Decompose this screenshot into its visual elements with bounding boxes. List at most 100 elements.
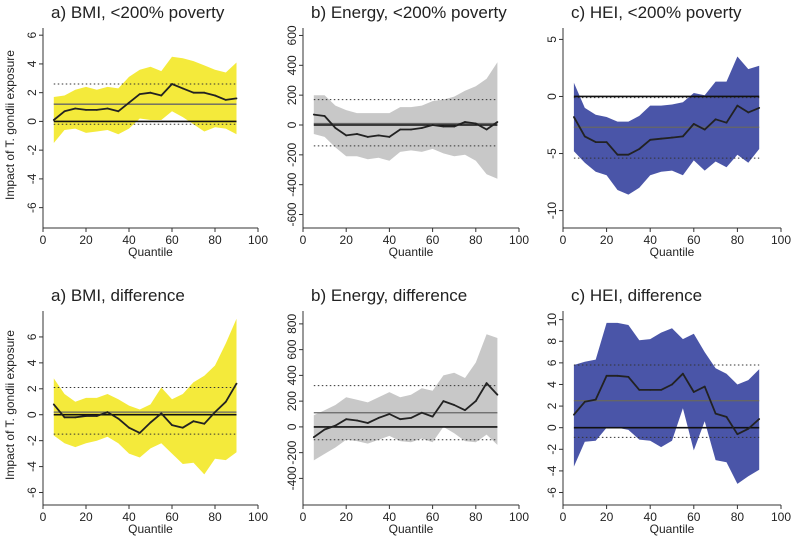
estimate-point (474, 122, 477, 125)
x-axis-label: Quantile (389, 522, 434, 536)
chart-title: b) Energy, <200% poverty (311, 3, 507, 22)
x-tick-label: 40 (383, 233, 397, 247)
estimate-point (235, 382, 238, 385)
estimate-point (638, 148, 641, 150)
confidence-band (313, 334, 498, 461)
estimate-point (128, 101, 130, 104)
estimate-point (573, 116, 575, 118)
estimate-point (63, 110, 66, 113)
estimate-point (160, 94, 163, 97)
y-tick-label: -4 (25, 173, 39, 184)
chart-energy-difference: b) Energy, difference-400-20002004006008… (285, 286, 529, 536)
chart-energy-poverty: b) Energy, <200% poverty-600-400-2000200… (285, 3, 529, 259)
chart-title: a) BMI, <200% poverty (51, 3, 225, 22)
x-tick-label: 60 (165, 233, 179, 247)
y-axis-label: Impact of T. gondii exposure (3, 330, 17, 480)
estimate-point (703, 385, 706, 388)
estimate-point (203, 422, 206, 425)
y-tick-label: 6 (545, 359, 559, 366)
estimate-point (74, 107, 77, 110)
y-tick-label: 0 (25, 118, 39, 125)
estimate-point (377, 134, 380, 137)
estimate-point (410, 128, 412, 131)
y-tick-label: 4 (25, 359, 39, 366)
estimate-point (431, 124, 434, 126)
x-tick-label: 80 (731, 510, 745, 524)
estimate-point (138, 431, 141, 434)
x-tick-label: 100 (248, 510, 268, 524)
estimate-point (399, 128, 402, 131)
estimate-point (235, 97, 238, 100)
y-tick-label: -200 (285, 440, 299, 464)
estimate-point (214, 94, 216, 97)
y-tick-label: 600 (285, 339, 299, 359)
estimate-line (53, 83, 237, 121)
estimate-line (573, 372, 760, 436)
estimate-point (345, 418, 348, 421)
estimate-point (627, 153, 630, 156)
estimate-point (85, 415, 87, 417)
estimate-point (485, 128, 488, 131)
x-tick-label: 20 (340, 233, 354, 247)
y-tick-label: -200 (285, 143, 299, 167)
estimate-point (356, 419, 358, 422)
estimate-point (464, 121, 466, 123)
estimate-point (323, 115, 326, 117)
y-tick-label: 400 (285, 55, 299, 75)
estimate-point (627, 376, 630, 378)
x-tick-label: 40 (122, 233, 136, 247)
x-axis-label: Quantile (650, 245, 695, 259)
x-tick-label: 20 (79, 233, 93, 247)
x-tick-label: 100 (771, 233, 791, 247)
estimate-point (464, 409, 466, 412)
estimate-point (453, 125, 456, 128)
y-tick-label: -2 (25, 144, 39, 155)
estimate-point (638, 388, 641, 391)
estimate-point (442, 400, 445, 403)
y-tick-label: 8 (545, 338, 559, 345)
x-tick-label: 100 (248, 233, 268, 247)
y-tick-label: 4 (25, 60, 39, 67)
x-tick-label: 80 (731, 233, 745, 247)
estimate-point (117, 417, 120, 420)
y-tick-label: 10 (545, 313, 559, 327)
estimate-point (703, 128, 706, 131)
estimate-point (334, 424, 337, 427)
estimate-point (605, 374, 608, 377)
estimate-point (660, 137, 662, 140)
estimate-point (453, 404, 456, 406)
y-tick-label: 0 (285, 121, 299, 128)
x-tick-label: 20 (79, 510, 93, 524)
estimate-point (747, 427, 750, 430)
estimate-point (399, 418, 402, 421)
x-tick-label: 60 (426, 233, 440, 247)
x-tick-label: 60 (426, 510, 440, 524)
estimate-point (583, 135, 586, 138)
estimate-point (714, 412, 717, 415)
estimate-point (214, 411, 216, 414)
estimate-point (594, 141, 597, 144)
x-tick-label: 0 (40, 233, 47, 247)
estimate-point (747, 111, 750, 114)
x-tick-label: 0 (40, 510, 47, 524)
estimate-point (682, 135, 684, 138)
estimate-point (366, 136, 369, 138)
estimate-point (692, 122, 695, 125)
estimate-point (725, 121, 728, 124)
estimate-point (74, 416, 77, 419)
x-tick-label: 60 (165, 510, 179, 524)
y-tick-label: -400 (285, 172, 299, 196)
y-tick-label: 800 (285, 314, 299, 334)
y-tick-label: -2 (545, 444, 559, 455)
y-tick-label: 0 (545, 424, 559, 431)
x-tick-label: 80 (208, 510, 222, 524)
x-tick-label: 100 (509, 510, 529, 524)
estimate-point (736, 104, 739, 107)
estimate-point (725, 415, 728, 418)
estimate-point (106, 411, 109, 414)
estimate-point (312, 113, 315, 116)
estimate-point (52, 119, 55, 121)
y-tick-label: 6 (25, 333, 39, 340)
